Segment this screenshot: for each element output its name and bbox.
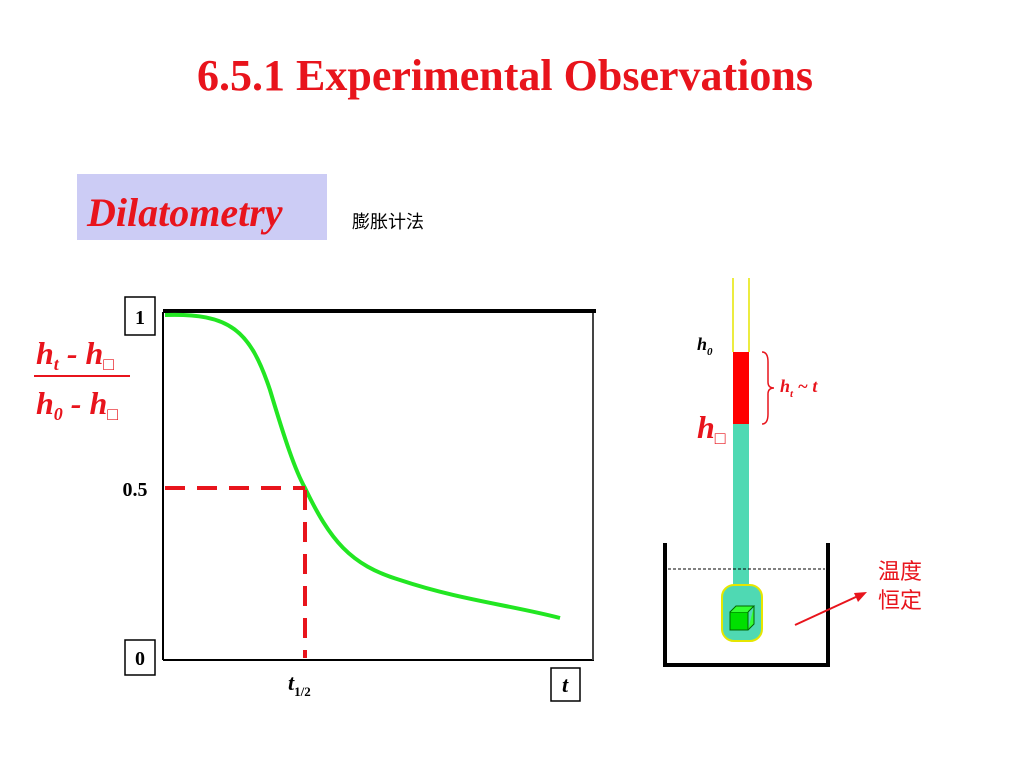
- text: 0: [707, 346, 713, 358]
- x-label: t: [562, 672, 569, 697]
- text: - h: [63, 385, 107, 421]
- y-tick-label: 1: [135, 307, 145, 329]
- subtitle: Dilatometry: [86, 190, 283, 235]
- y-label-denominator: h0 - h□: [36, 385, 118, 424]
- text: h: [697, 409, 715, 445]
- h0-label: h0: [697, 334, 713, 358]
- text: t: [790, 388, 794, 400]
- text: □: [107, 404, 118, 424]
- change-label: ht ~ t: [780, 376, 818, 400]
- arrow: [794, 595, 859, 626]
- arrow-head: [854, 592, 867, 602]
- text: t: [288, 670, 295, 695]
- beaker: [663, 543, 830, 667]
- text: h: [36, 385, 54, 421]
- text: □: [715, 428, 726, 448]
- text: h: [697, 334, 707, 354]
- title: 6.5.1 Experimental Observations: [197, 51, 813, 100]
- text: t: [54, 354, 60, 374]
- y-tick-label: 0.5: [123, 479, 148, 501]
- y-label-numerator: ht - h□: [36, 335, 114, 374]
- text: - h: [59, 335, 103, 371]
- brace: [761, 351, 775, 425]
- text: h: [36, 335, 54, 371]
- x-label: t1/2: [288, 670, 311, 699]
- tick-box: [124, 639, 156, 676]
- subtitle-box: [77, 174, 327, 240]
- tick-box: [124, 296, 156, 336]
- text: ~ t: [793, 376, 818, 396]
- column-change: [733, 352, 749, 424]
- hinf-label: h□: [697, 409, 726, 448]
- text: □: [103, 354, 114, 374]
- text: h: [780, 376, 790, 396]
- sample-edge: [729, 605, 756, 631]
- column-liquid: [733, 424, 749, 590]
- subtitle-note: 膨胀计法: [352, 212, 424, 233]
- text: 1/2: [294, 684, 311, 699]
- sample: [729, 611, 749, 631]
- note: 恒定: [878, 589, 922, 614]
- decay-curve: [164, 312, 561, 620]
- note: 温度: [878, 560, 922, 585]
- y-tick-label: 0: [135, 648, 145, 670]
- tick-box: [550, 667, 581, 702]
- text: 0: [54, 404, 63, 424]
